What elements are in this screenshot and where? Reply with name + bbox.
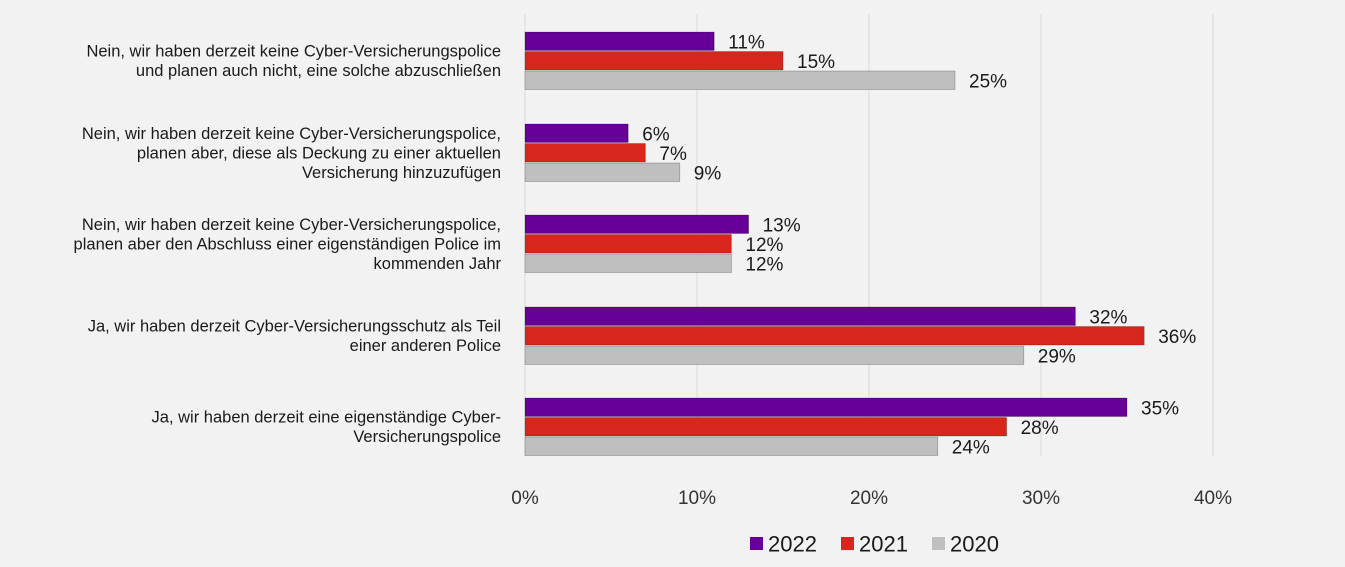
category-label-0: Nein, wir haben derzeit keine Cyber-Vers… — [86, 43, 501, 81]
value-label-2022-cat-1: 6% — [642, 124, 670, 145]
bar-2021-cat-2 — [524, 234, 732, 254]
bar-2022-cat-3 — [524, 306, 1076, 326]
bar-2020-cat-1 — [524, 162, 681, 182]
legend-label-2021: 2021 — [859, 532, 908, 557]
value-label-2020-cat-4: 24% — [952, 437, 990, 458]
value-label-2021-cat-3: 36% — [1158, 327, 1196, 348]
bar-2022-cat-4 — [524, 397, 1128, 417]
value-label-2021-cat-1: 7% — [659, 144, 687, 165]
category-label-4: Ja, wir haben derzeit eine eigenständige… — [152, 409, 501, 447]
value-label-2022-cat-0: 11% — [728, 32, 765, 53]
value-label-2022-cat-3: 32% — [1089, 307, 1127, 328]
bar-2022-cat-1 — [524, 123, 629, 143]
value-label-2021-cat-0: 15% — [797, 52, 835, 73]
x-tick-label-2: 20% — [850, 488, 888, 509]
bar-2020-cat-3 — [524, 345, 1025, 365]
bar-2022-cat-0 — [524, 31, 715, 51]
bars — [524, 31, 1145, 456]
bar-2022-cat-2 — [524, 214, 749, 234]
x-tick-label-1: 10% — [678, 488, 716, 509]
bar-2020-cat-4 — [524, 436, 939, 456]
value-label-2021-cat-4: 28% — [1021, 418, 1059, 439]
value-label-2020-cat-2: 12% — [745, 254, 783, 275]
legend-swatch-2021 — [841, 537, 854, 550]
value-label-2020-cat-3: 29% — [1038, 346, 1076, 367]
x-tick-label-0: 0% — [511, 488, 539, 509]
bar-2021-cat-4 — [524, 417, 1007, 437]
legend-swatch-2020 — [932, 537, 945, 550]
bar-2021-cat-3 — [524, 326, 1145, 346]
x-tick-label-3: 30% — [1022, 488, 1060, 509]
bar-2021-cat-1 — [524, 143, 646, 163]
value-labels: 11%15%25%6%7%9%13%12%12%32%36%29%35%28%2… — [642, 32, 1196, 458]
bar-2020-cat-0 — [524, 70, 956, 90]
value-label-2020-cat-0: 25% — [969, 71, 1007, 92]
legend-label-2022: 2022 — [768, 532, 817, 557]
category-labels: Nein, wir haben derzeit keine Cyber-Vers… — [74, 43, 502, 447]
value-label-2022-cat-2: 13% — [763, 215, 801, 236]
value-label-2020-cat-1: 9% — [694, 163, 722, 184]
category-label-1: Nein, wir haben derzeit keine Cyber-Vers… — [82, 125, 501, 182]
category-label-3: Ja, wir haben derzeit Cyber-Versicherung… — [88, 318, 501, 356]
x-tick-label-4: 40% — [1194, 488, 1232, 509]
category-label-2: Nein, wir haben derzeit keine Cyber-Vers… — [74, 216, 502, 273]
value-label-2021-cat-2: 12% — [745, 235, 783, 256]
x-axis-tick-labels: 0% 10% 20% 30% 40% — [511, 488, 1232, 509]
legend-label-2020: 2020 — [950, 532, 999, 557]
legend: 2022 2021 2020 — [750, 532, 999, 557]
bar-2021-cat-0 — [524, 51, 784, 71]
bar-2020-cat-2 — [524, 253, 732, 273]
legend-swatch-2022 — [750, 537, 763, 550]
value-label-2022-cat-4: 35% — [1141, 398, 1179, 419]
